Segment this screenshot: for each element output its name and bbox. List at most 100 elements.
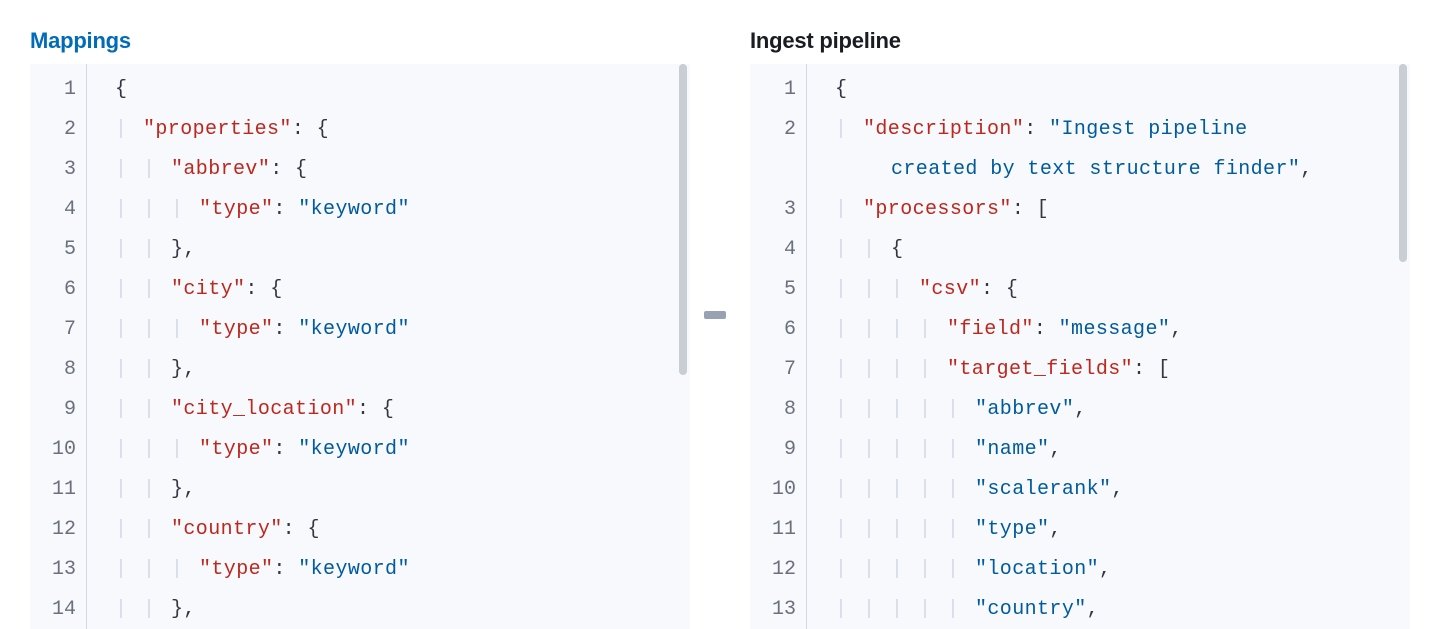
indent-guide xyxy=(171,430,199,470)
code-token: , xyxy=(183,478,195,501)
indent-guide xyxy=(143,190,171,230)
scrollbar-thumb[interactable] xyxy=(1399,64,1407,262)
indent-guide xyxy=(115,390,143,430)
gutter-divider xyxy=(86,64,87,629)
indent-guide xyxy=(835,430,863,470)
line-number: 6 xyxy=(750,310,796,350)
code-token: "description" xyxy=(863,118,1024,141)
indent-guide xyxy=(891,350,919,390)
indent-guide xyxy=(835,350,863,390)
ingest-editor[interactable]: 12345678910111213 {"description": "Inges… xyxy=(750,64,1410,629)
code-token: "keyword" xyxy=(298,318,410,341)
code-token: "country" xyxy=(171,518,283,541)
code-line: "name", xyxy=(835,430,1410,470)
indent-guide xyxy=(947,550,975,590)
code-line: { xyxy=(835,70,1410,110)
line-number: 11 xyxy=(750,510,796,550)
split-divider-handle[interactable] xyxy=(704,311,726,319)
line-number: 11 xyxy=(30,470,76,510)
code-token: { xyxy=(295,158,307,181)
indent-guide xyxy=(171,310,199,350)
code-line: "city": { xyxy=(115,270,690,310)
mappings-gutter: 1234567891011121314 xyxy=(30,64,86,629)
code-line: }, xyxy=(115,350,690,390)
line-number: 8 xyxy=(750,390,796,430)
gutter-divider xyxy=(806,64,807,629)
code-line: "type": "keyword" xyxy=(115,550,690,590)
indent-guide xyxy=(863,550,891,590)
code-token: created by text structure finder" xyxy=(891,158,1300,181)
scrollbar-track[interactable] xyxy=(676,64,690,629)
line-number: 12 xyxy=(30,510,76,550)
ingest-pipeline-panel: Ingest pipeline 12345678910111213 {"desc… xyxy=(720,0,1440,629)
code-token: : xyxy=(1012,198,1037,221)
code-token: "city" xyxy=(171,278,245,301)
indent-guide xyxy=(863,230,891,270)
indent-guide xyxy=(947,510,975,550)
line-number: 12 xyxy=(750,550,796,590)
code-token: "keyword" xyxy=(298,198,410,221)
indent-guide xyxy=(143,590,171,629)
indent-guide xyxy=(919,350,947,390)
code-token: { xyxy=(115,78,127,101)
code-token: "type" xyxy=(199,558,273,581)
line-number: 4 xyxy=(750,230,796,270)
indent-guide xyxy=(835,310,863,350)
code-token: : xyxy=(283,518,308,541)
code-token: } xyxy=(171,238,183,261)
indent-guide xyxy=(115,470,143,510)
ingest-code[interactable]: {"description": "Ingest pipeline created… xyxy=(835,64,1410,629)
tab-ingest-pipeline[interactable]: Ingest pipeline xyxy=(750,28,1410,54)
code-token: "location" xyxy=(975,558,1099,581)
indent-guide xyxy=(863,350,891,390)
code-line: "field": "message", xyxy=(835,310,1410,350)
code-token: "processors" xyxy=(863,198,1012,221)
line-number: 7 xyxy=(750,350,796,390)
code-token: "keyword" xyxy=(298,558,410,581)
indent-guide xyxy=(891,390,919,430)
code-line: "processors": [ xyxy=(835,190,1410,230)
code-line: "abbrev": { xyxy=(115,150,690,190)
indent-guide xyxy=(919,390,947,430)
indent-guide xyxy=(115,510,143,550)
code-token: , xyxy=(1300,158,1312,181)
indent-guide xyxy=(863,430,891,470)
indent-guide xyxy=(863,470,891,510)
indent-guide xyxy=(835,270,863,310)
indent-guide xyxy=(891,310,919,350)
indent-guide xyxy=(891,590,919,629)
indent-guide xyxy=(143,150,171,190)
code-token: , xyxy=(183,598,195,621)
indent-guide xyxy=(143,350,171,390)
code-token: [ xyxy=(1158,358,1170,381)
indent-guide xyxy=(919,590,947,629)
code-line: "description": "Ingest pipeline xyxy=(835,110,1410,150)
code-token: : xyxy=(273,438,298,461)
mappings-editor[interactable]: 1234567891011121314 {"properties": {"abb… xyxy=(30,64,690,629)
indent-guide xyxy=(115,150,143,190)
code-token: , xyxy=(1099,558,1111,581)
line-number: 10 xyxy=(750,470,796,510)
code-token: , xyxy=(183,238,195,261)
indent-guide xyxy=(171,550,199,590)
line-number: 8 xyxy=(30,350,76,390)
indent-guide xyxy=(835,590,863,629)
indent-guide xyxy=(835,230,863,270)
line-number: 4 xyxy=(30,190,76,230)
scrollbar-thumb[interactable] xyxy=(679,64,687,375)
scrollbar-track[interactable] xyxy=(1396,64,1410,629)
indent-guide xyxy=(835,110,863,150)
code-token: : xyxy=(273,318,298,341)
line-number: 3 xyxy=(750,190,796,230)
code-token: { xyxy=(891,238,903,261)
indent-guide xyxy=(891,510,919,550)
indent-guide xyxy=(891,270,919,310)
line-number: 3 xyxy=(30,150,76,190)
indent-guide xyxy=(143,310,171,350)
tab-mappings[interactable]: Mappings xyxy=(30,28,690,54)
indent-guide xyxy=(115,310,143,350)
indent-guide xyxy=(115,230,143,270)
mappings-code[interactable]: {"properties": {"abbrev": {"type": "keyw… xyxy=(115,64,690,629)
code-token: [ xyxy=(1037,198,1049,221)
indent-guide xyxy=(919,510,947,550)
